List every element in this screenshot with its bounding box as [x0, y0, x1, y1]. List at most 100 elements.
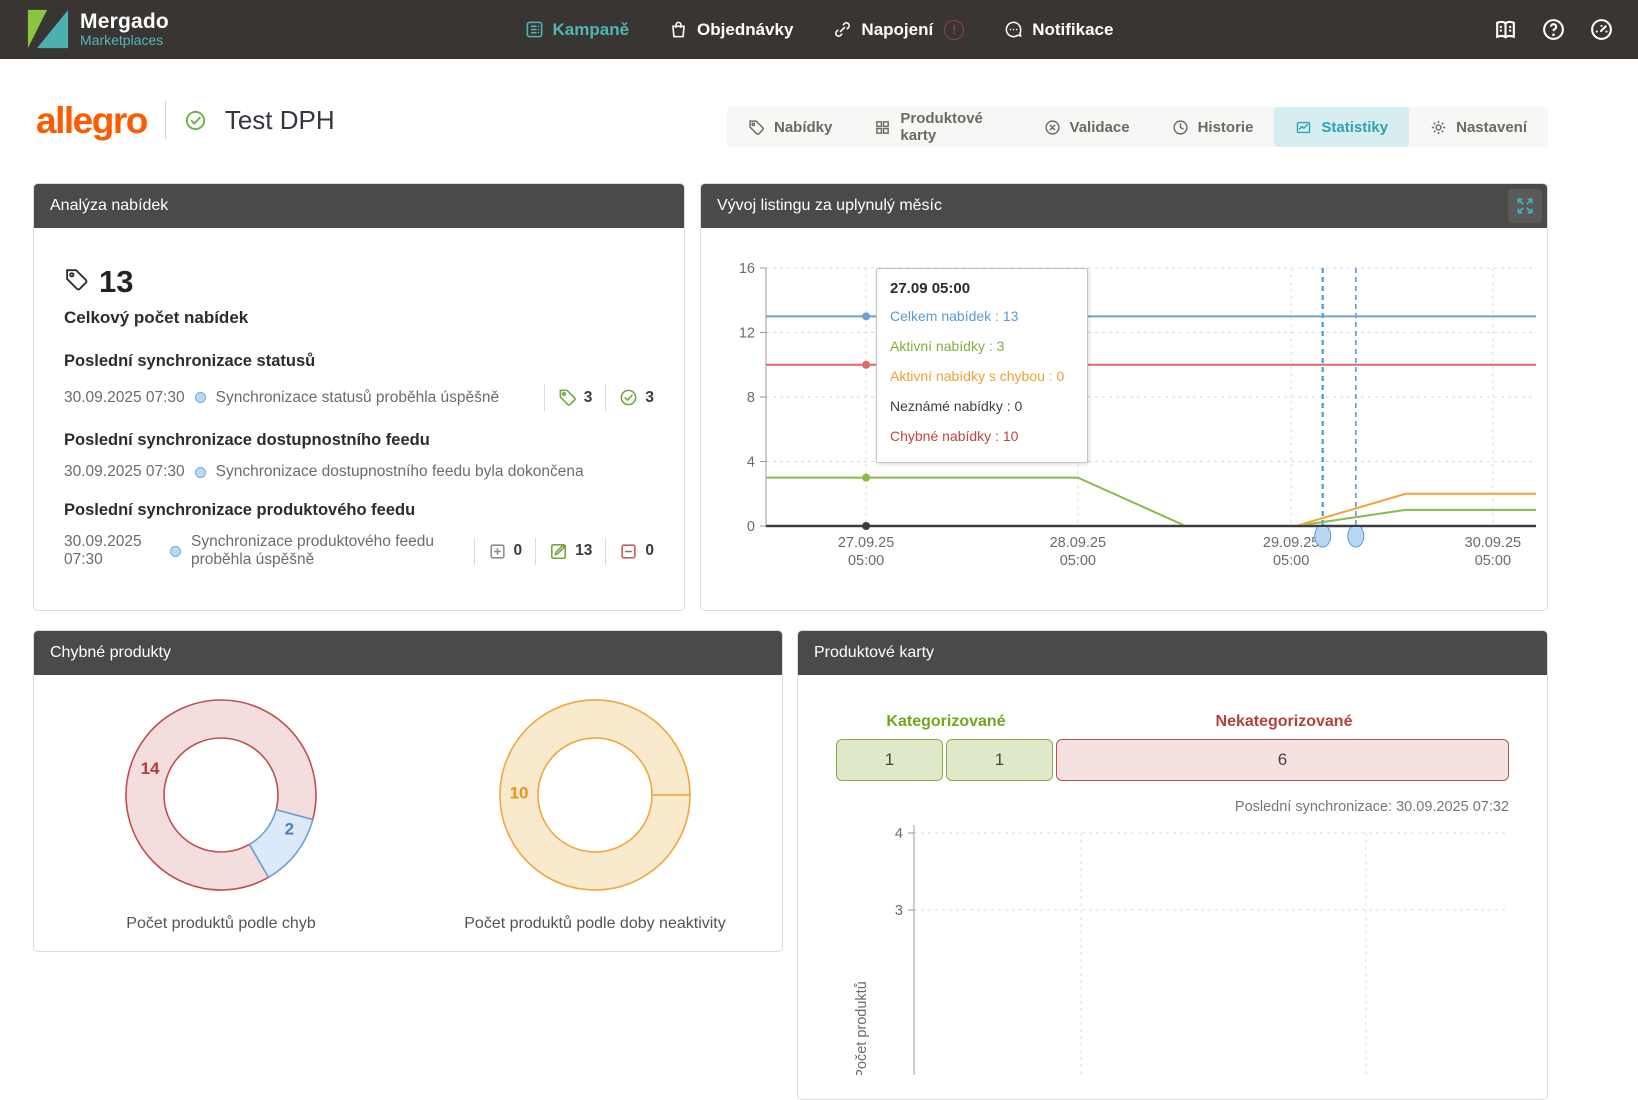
listing-trend-header: Vývoj listingu za uplynulý měsíc [701, 184, 1547, 228]
bar-group-label: Kategorizované [836, 713, 1056, 731]
offer-analysis-header: Analýza nabídek [34, 184, 684, 228]
sync-stat: 0 [619, 542, 654, 561]
main-nav: Kampaně Objednávky Napojení! Notifikace [525, 20, 1114, 40]
svg-text:10: 10 [510, 783, 529, 802]
expand-icon [1515, 196, 1535, 216]
svg-text:05:00: 05:00 [1060, 553, 1096, 569]
page-title: Test DPH [225, 105, 335, 136]
tab-historie[interactable]: Historie [1151, 107, 1275, 147]
docs-icon[interactable] [1493, 17, 1518, 42]
tab-nastaven-[interactable]: Nastavení [1409, 107, 1548, 147]
sync-row: 30.09.2025 07:30 Synchronizace produktové… [64, 533, 654, 569]
svg-text:05:00: 05:00 [848, 553, 884, 569]
gear-icon [1430, 119, 1447, 136]
svg-text:16: 16 [739, 261, 755, 277]
chart-tooltip: 27.09 05:00 Celkem nabídek : 13Aktivní n… [876, 268, 1088, 463]
tooltip-title: 27.09 05:00 [890, 280, 1074, 297]
navbar-utility-icons [1493, 0, 1614, 59]
warning-badge: ! [944, 20, 964, 40]
errors-donut-chart[interactable]: 14 2 [115, 689, 327, 901]
bar-segment: 1 [946, 739, 1053, 781]
brand-name: Mergado [80, 11, 169, 33]
plus-square-icon [488, 542, 507, 561]
listing-trend-chart[interactable]: 048121627.09.2505:0028.09.2505:0029.09.2… [701, 228, 1547, 610]
nav-item-notifikace[interactable]: Notifikace [1004, 20, 1113, 40]
svg-text:14: 14 [141, 759, 160, 778]
nav-item-objednavky[interactable]: Objednávky [669, 20, 793, 40]
svg-text:0: 0 [747, 519, 755, 535]
status-dot-icon [170, 546, 181, 557]
tag-icon [64, 267, 89, 297]
sync-section-heading: Poslední synchronizace statusů [64, 352, 654, 371]
tab-statistiky[interactable]: Statistiky [1274, 107, 1409, 147]
orders-icon [669, 20, 688, 39]
svg-text:2: 2 [285, 819, 294, 838]
sync-stat: 3 [619, 388, 654, 407]
help-icon[interactable] [1541, 17, 1566, 42]
sync-stats: 0 13 0 [474, 538, 655, 565]
svg-text:30.09.25: 30.09.25 [1465, 535, 1521, 551]
sync-date: 30.09.2025 07:30 [64, 533, 160, 569]
bar-group-label: Nekategorizované [1059, 713, 1509, 731]
error-products-header: Chybné produkty [34, 631, 782, 675]
tab-validace[interactable]: Validace [1023, 107, 1151, 147]
svg-text:3: 3 [895, 903, 903, 919]
campaigns-icon [525, 20, 544, 39]
svg-text:29.09.25: 29.09.25 [1263, 535, 1319, 551]
sync-date: 30.09.2025 07:30 [64, 389, 185, 407]
tab-produktov-karty[interactable]: Produktové karty [853, 107, 1022, 147]
total-offers-label: Celkový počet nabídek [64, 308, 654, 328]
card-title: Chybné produkty [50, 644, 171, 662]
svg-text:4: 4 [895, 826, 903, 842]
category-bar: 116 [836, 739, 1509, 781]
sync-stats: 33 [544, 384, 654, 411]
svg-text:05:00: 05:00 [1475, 553, 1511, 569]
nav-item-napojeni[interactable]: Napojení! [833, 20, 964, 40]
status-dot-icon [195, 392, 206, 403]
top-navbar: Mergado Marketplaces Kampaně Objednávky Na… [0, 0, 1638, 59]
product-cards-card: Produktové karty KategorizovanéNekategor… [797, 630, 1548, 1100]
sync-date: 30.09.2025 07:30 [64, 463, 185, 481]
status-dot-icon [195, 467, 206, 478]
sync-sections: Poslední synchronizace statusů 30.09.2025… [64, 352, 654, 569]
tab-nab-dky[interactable]: Nabídky [727, 107, 853, 147]
nav-item-kampane[interactable]: Kampaně [525, 20, 630, 40]
donut-errors-by-type: 14 2 Počet produktů podle chyb [34, 689, 408, 933]
grid-icon [874, 119, 891, 136]
sync-row: 30.09.2025 07:30Synchronizace dostupnost… [64, 463, 654, 481]
tag-icon [748, 119, 765, 136]
total-offers: 13 [64, 264, 654, 300]
inactivity-donut-chart[interactable]: 10 [489, 689, 701, 901]
mergado-logo[interactable]: Mergado Marketplaces [26, 8, 169, 50]
check-circle-icon [619, 388, 638, 407]
category-bar-labels: KategorizovanéNekategorizované [836, 713, 1509, 731]
connection-icon [833, 20, 852, 39]
gauge-icon[interactable] [1589, 17, 1614, 42]
edit-square-icon [549, 542, 568, 561]
svg-text:Počet produktů: Počet produktů [854, 981, 870, 1075]
sync-stat: 0 [488, 542, 523, 561]
sync-stat: 13 [549, 542, 592, 561]
stats-icon [1295, 119, 1312, 136]
sync-section-heading: Poslední synchronizace dostupnostního fe… [64, 431, 654, 450]
error-products-card: Chybné produkty 14 2 Počet produktů podle… [33, 630, 783, 952]
svg-text:05:00: 05:00 [1273, 553, 1309, 569]
sync-message: Synchronizace produktového feedu proběhl… [191, 533, 449, 569]
product-cards-trend-chart[interactable]: 4 3 Počet produktů [836, 815, 1511, 1075]
minus-square-icon [619, 542, 638, 561]
card-title: Analýza nabídek [50, 197, 168, 215]
expand-button[interactable] [1508, 189, 1542, 223]
tooltip-row: Aktivní nabídky : 3 [890, 331, 1074, 361]
notifications-icon [1004, 20, 1023, 39]
tab-bar: NabídkyProduktové kartyValidaceHistorieS… [727, 107, 1548, 147]
allegro-logo: allegro [36, 102, 147, 139]
last-sync-note: Poslední synchronizace: 30.09.2025 07:32 [836, 799, 1509, 815]
donut-inactivity: 10 Počet produktů podle doby neaktivity [408, 689, 782, 933]
donut-caption: Počet produktů podle chyb [126, 915, 315, 933]
divider [165, 101, 166, 139]
svg-text:4: 4 [747, 455, 755, 471]
svg-text:12: 12 [739, 326, 755, 342]
tooltip-row: Aktivní nabídky s chybou : 0 [890, 361, 1074, 391]
product-cards-header: Produktové karty [798, 631, 1547, 675]
donut-caption: Počet produktů podle doby neaktivity [464, 915, 726, 933]
